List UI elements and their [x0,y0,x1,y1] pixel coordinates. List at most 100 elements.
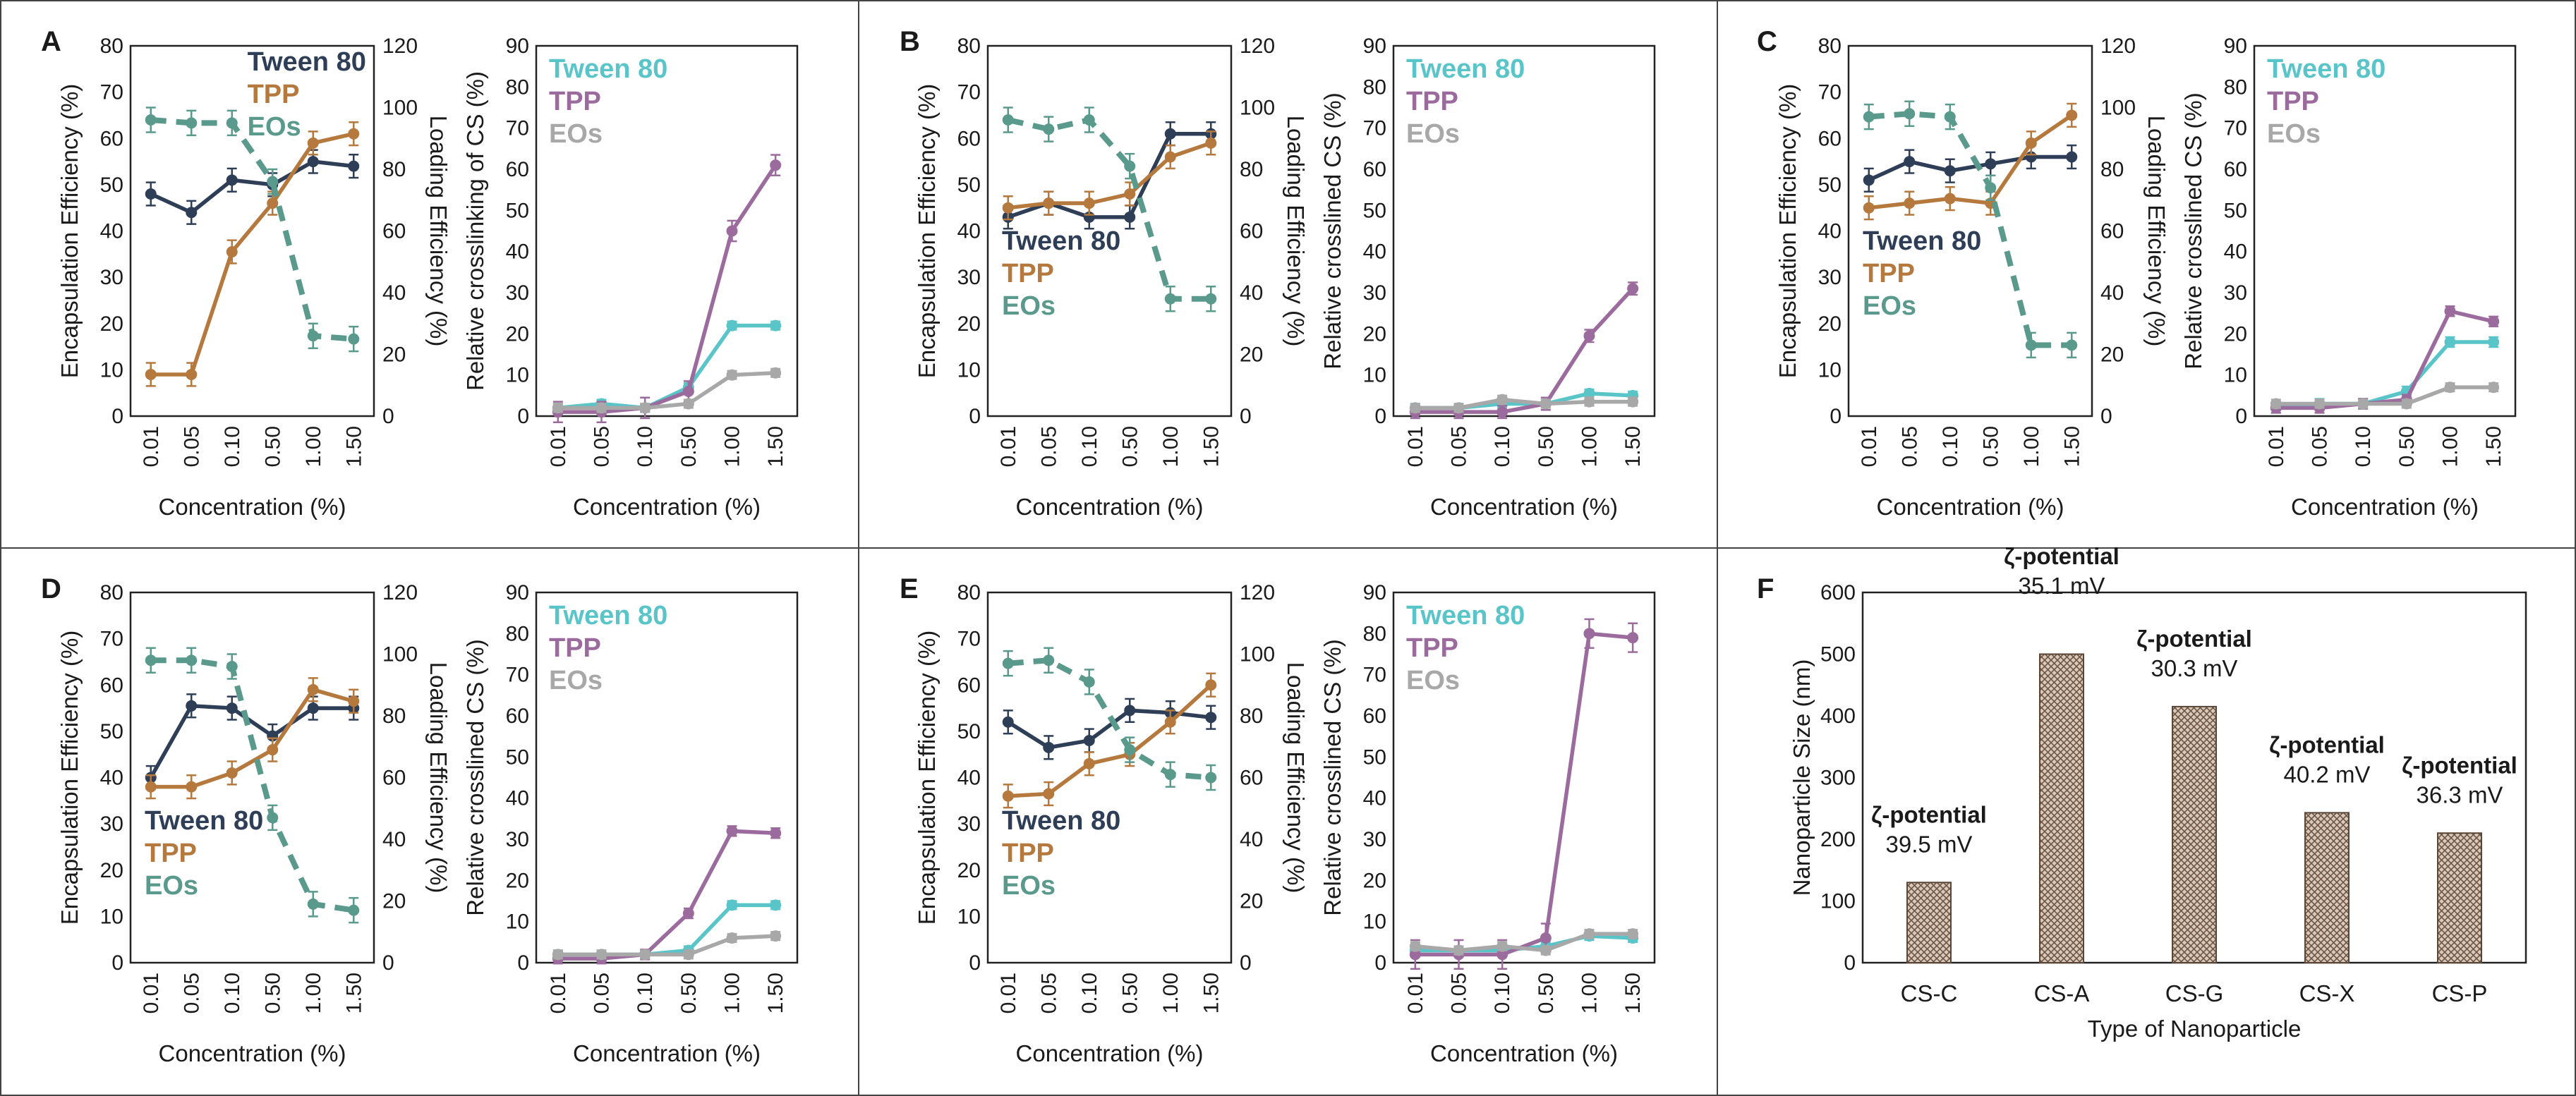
y-tick-c2: 30 [2224,281,2247,305]
zeta-label-cs-c: ζ-potential [1871,801,1987,827]
y2-tick-a: 80 [382,158,406,181]
point-eos [226,117,238,129]
point-tpp_cs [726,225,738,237]
plot-area-e2 [1392,591,1656,964]
point-tpp_cs [1496,406,1508,418]
y-tick-c: 70 [1818,81,1842,104]
y-tick-e: 10 [957,905,981,928]
point-tween_cs [1583,387,1595,399]
series-tpp_cs-b2 [1409,281,1639,420]
y-tick-c: 80 [1818,35,1842,58]
y2-tick-e: 100 [1240,643,1275,666]
y2-tick-d: 40 [382,828,406,851]
point-tween [1083,735,1095,746]
y-tick-e: 20 [957,859,981,882]
chart-a: A 0 10 20 30 40 50 60 70 80 0 20 40 60 80 100 120 Encapsu… [41,26,452,520]
y-axis-label-c2: Relative crosslined CS (%) [2180,92,2206,369]
y2-tick-c: 20 [2100,343,2124,367]
y-tick-b2: 30 [1363,281,1386,305]
series-eos_cs-a2 [552,367,782,414]
y-tick-e: 0 [969,951,981,975]
x-tick-b2: 1.00 [1578,426,1602,467]
x-tick-d: 0.10 [221,973,244,1013]
point-tween [2066,151,2078,163]
y-tick-e2: 0 [1374,951,1386,975]
point-tpp [226,767,238,779]
x-tick-f: CS-A [2034,980,2090,1006]
x-tick-e: 0.05 [1037,973,1060,1013]
x-axis-label-a2: Concentration (%) [573,494,761,520]
legend-tpp_cs-a2: TPP [549,87,601,116]
point-eos [348,904,360,916]
y-tick-b2: 90 [1363,35,1386,58]
y-tick-e: 80 [957,581,981,604]
zeta-value-cs-x: 40.2 mV [2284,761,2371,787]
x-tick-b2: 1.50 [1621,426,1645,467]
line-tpp-c [1868,114,2073,210]
x-tick-c: 0.10 [1939,426,1962,467]
series-tpp_cs-a2 [552,154,782,423]
y-tick-a2: 70 [506,117,529,140]
y-tick-b2: 0 [1374,405,1386,428]
y-tick-b: 80 [957,35,981,58]
point-tpp_cs [770,159,782,171]
y-tick-e2: 90 [1363,581,1386,604]
panel-label-b: B [900,26,920,57]
point-tween [1205,712,1217,724]
panel-label-c: C [1757,26,1777,57]
y-tick-d: 60 [100,674,123,697]
point-eos [1083,676,1095,688]
bar-cs-p [2437,832,2482,963]
y-axis-label-a2: Relative crosslinking of CS (%) [462,71,488,391]
x-axis-label-d2: Concentration (%) [573,1040,761,1066]
point-tpp_cs [770,827,782,839]
y-tick-b: 50 [957,173,981,197]
x-tick-c2: 1.00 [2439,426,2462,467]
point-eos [1002,114,1014,126]
y-tick-f: 600 [1820,581,1856,604]
y-tick-b: 30 [957,266,981,289]
y2-tick-e: 40 [1240,828,1263,851]
x-tick-a2: 0.01 [547,426,570,467]
point-eos_cs [1627,396,1639,408]
legend-tween-c: Tween 80 [1863,226,1981,256]
y-tick-b2: 70 [1363,117,1386,140]
y2-tick-d: 0 [382,951,394,975]
y-tick-c2: 60 [2224,158,2247,181]
y-tick-f: 0 [1844,951,1856,975]
point-eos [1164,293,1176,305]
point-eos_cs [2400,398,2412,410]
point-eos [1043,654,1055,666]
line-tween-d [149,703,354,779]
point-eos_cs [1496,940,1508,952]
chart-e2: 0 10 20 30 40 50 60 70 80 90 Relative crosslined C… [1319,581,1656,1066]
point-tween [307,702,319,714]
point-tween [1944,165,1956,177]
y-tick-a2: 0 [517,405,529,428]
x-tick-b2: 0.50 [1535,426,1558,467]
y-tick-e: 50 [957,720,981,743]
point-tpp [1205,679,1217,691]
x-axis-label-c: Concentration (%) [1877,494,2064,520]
point-tween_cs [726,899,738,911]
chart-c: C 0 10 20 30 40 50 60 70 80 0 20 40 60 80 100 120 Encapsu… [1757,26,2170,520]
point-eos_cs [2270,398,2282,410]
y-tick-b2: 10 [1363,364,1386,387]
x-tick-c: 1.50 [2060,426,2084,467]
line-eos-c [1868,111,2072,348]
point-eos_cs [2357,398,2369,410]
chart-d: D 0 10 20 30 40 50 60 70 80 0 20 40 60 80 100 120 Encapsu… [41,573,452,1066]
x-tick-a: 1.00 [302,426,325,467]
y-tick-d2: 0 [517,951,529,975]
point-tween [145,188,157,200]
x-tick-f: CS-C [1901,980,1958,1006]
y-tick-a2: 40 [506,240,529,264]
point-eos [307,898,319,910]
x-tick-e: 0.01 [997,973,1020,1013]
x-axis-label-e2: Concentration (%) [1430,1040,1618,1066]
line-tween-c [1868,154,2072,182]
y-tick-c2: 20 [2224,322,2247,346]
y2-tick-c: 80 [2100,158,2124,181]
y-tick-d: 80 [100,581,123,604]
y2-tick-b: 80 [1240,158,1263,181]
